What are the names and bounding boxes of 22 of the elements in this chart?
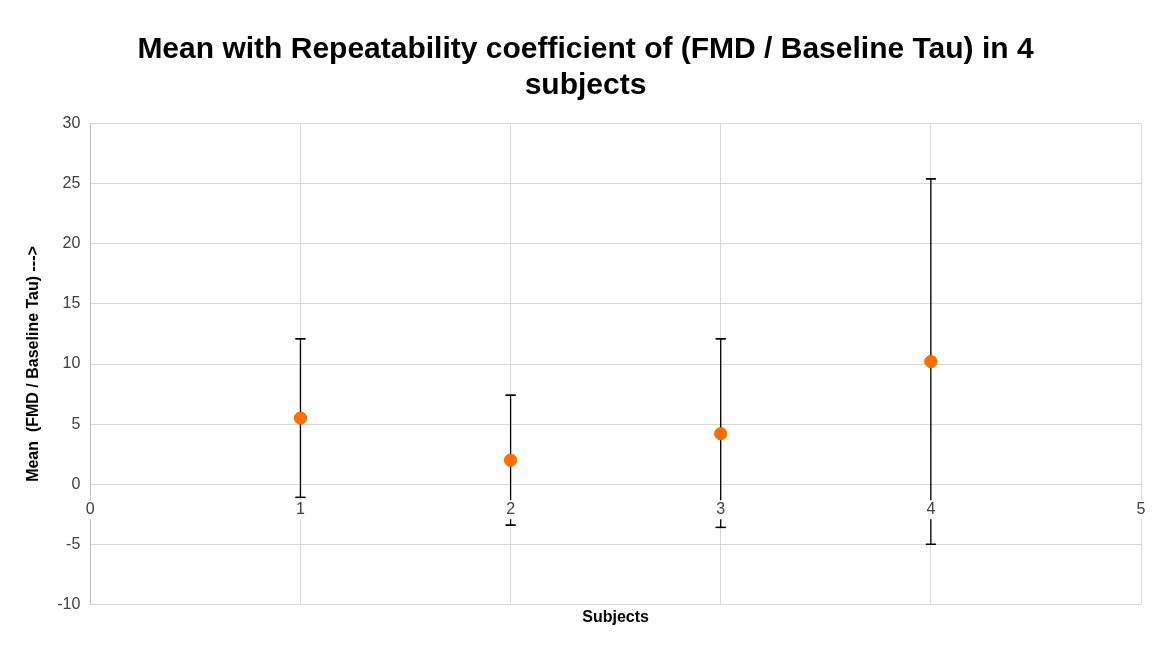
- point: [293, 411, 307, 425]
- x-tick-label: 4: [926, 499, 936, 517]
- x-tick-label: 2: [506, 499, 516, 517]
- x-tick-label: 0: [85, 499, 95, 517]
- point: [714, 427, 728, 441]
- y-tick-label: 15: [62, 294, 81, 312]
- y-tick-label: 5: [71, 414, 81, 432]
- chart-title: Mean with Repeatability coefficient of (FMD / Baseline Tau) in 4 subjects: [136, 30, 1035, 102]
- y-tick-label: 20: [62, 234, 81, 252]
- y-tick-label: -5: [66, 534, 81, 552]
- x-tick-label: 3: [716, 499, 726, 517]
- y-tick-label: 0: [71, 474, 81, 492]
- x-tick-label: 5: [1136, 499, 1146, 517]
- y-axis-title: Mean (FMD / Baseline Tau) --->: [24, 246, 42, 482]
- x-axis-title: Subjects: [581, 608, 650, 627]
- x-tick-label: 1: [296, 499, 306, 517]
- point: [924, 355, 938, 369]
- y-tick-label: 30: [62, 114, 81, 132]
- y-tick-label: 10: [62, 354, 81, 372]
- y-tick-label: 25: [62, 174, 81, 192]
- point: [504, 453, 518, 467]
- y-tick-label: -10: [57, 594, 81, 612]
